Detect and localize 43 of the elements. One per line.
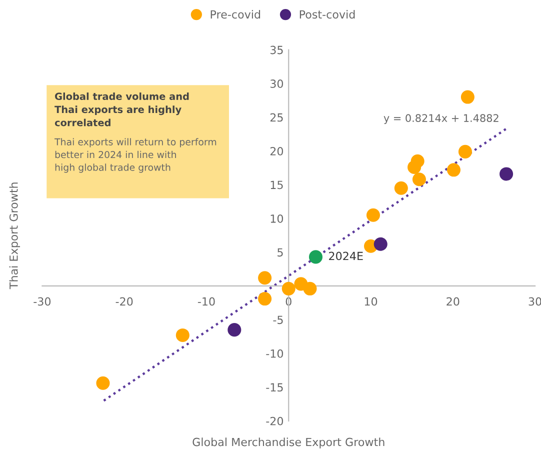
- point: [308, 250, 322, 264]
- annotation: y = 0.8214x + 1.4882: [384, 114, 498, 124]
- point: [96, 376, 110, 390]
- y-tick-label: 35: [270, 46, 283, 54]
- point: [408, 160, 422, 174]
- y-tick-label: 20: [270, 146, 284, 156]
- legend-label: Post-covid: [300, 10, 355, 19]
- y-axis-title: Thai Export Growth: [9, 182, 20, 290]
- point: [500, 167, 514, 181]
- point: [303, 282, 317, 296]
- annotation: Thai exports will return to perform better in 2024 in line with high global trade growth: [54, 138, 216, 173]
- annotation: Global trade volume and Thai exports are highly correlated: [54, 92, 189, 126]
- y-tick-label: -10: [266, 349, 284, 358]
- point: [258, 271, 272, 285]
- point: [282, 282, 296, 296]
- x-tick-label: 10: [364, 297, 378, 306]
- x-tick-label: -20: [116, 297, 133, 306]
- point: [228, 323, 242, 337]
- point: [394, 181, 408, 195]
- point: [412, 172, 426, 186]
- x-tick-label: 30: [528, 297, 541, 306]
- point: [366, 208, 380, 222]
- y-tick-label: 10: [270, 214, 284, 223]
- x-tick-label: -30: [34, 297, 51, 306]
- y-tick-label: -20: [266, 416, 284, 426]
- x-tick-label: -10: [198, 297, 215, 306]
- y-tick-label: 30: [270, 80, 284, 88]
- y-tick-label: 15: [270, 180, 283, 190]
- y-tick-label: -5: [273, 316, 283, 324]
- point: [176, 328, 190, 342]
- point: [258, 292, 272, 306]
- point: [460, 90, 474, 104]
- x-axis-title: Global Merchandise Export Growth: [192, 438, 384, 448]
- point: [458, 144, 472, 158]
- series-label: 2024E: [329, 252, 363, 260]
- y-tick-label: -15: [266, 383, 283, 392]
- legend-label: Pre-covid: [210, 10, 260, 19]
- x-tick-label: 20: [446, 297, 460, 306]
- x-tick-label: 0: [286, 297, 292, 306]
- point: [374, 237, 388, 251]
- point: [446, 163, 460, 177]
- y-tick-label: 25: [270, 113, 283, 122]
- y-tick-label: 5: [278, 248, 283, 257]
